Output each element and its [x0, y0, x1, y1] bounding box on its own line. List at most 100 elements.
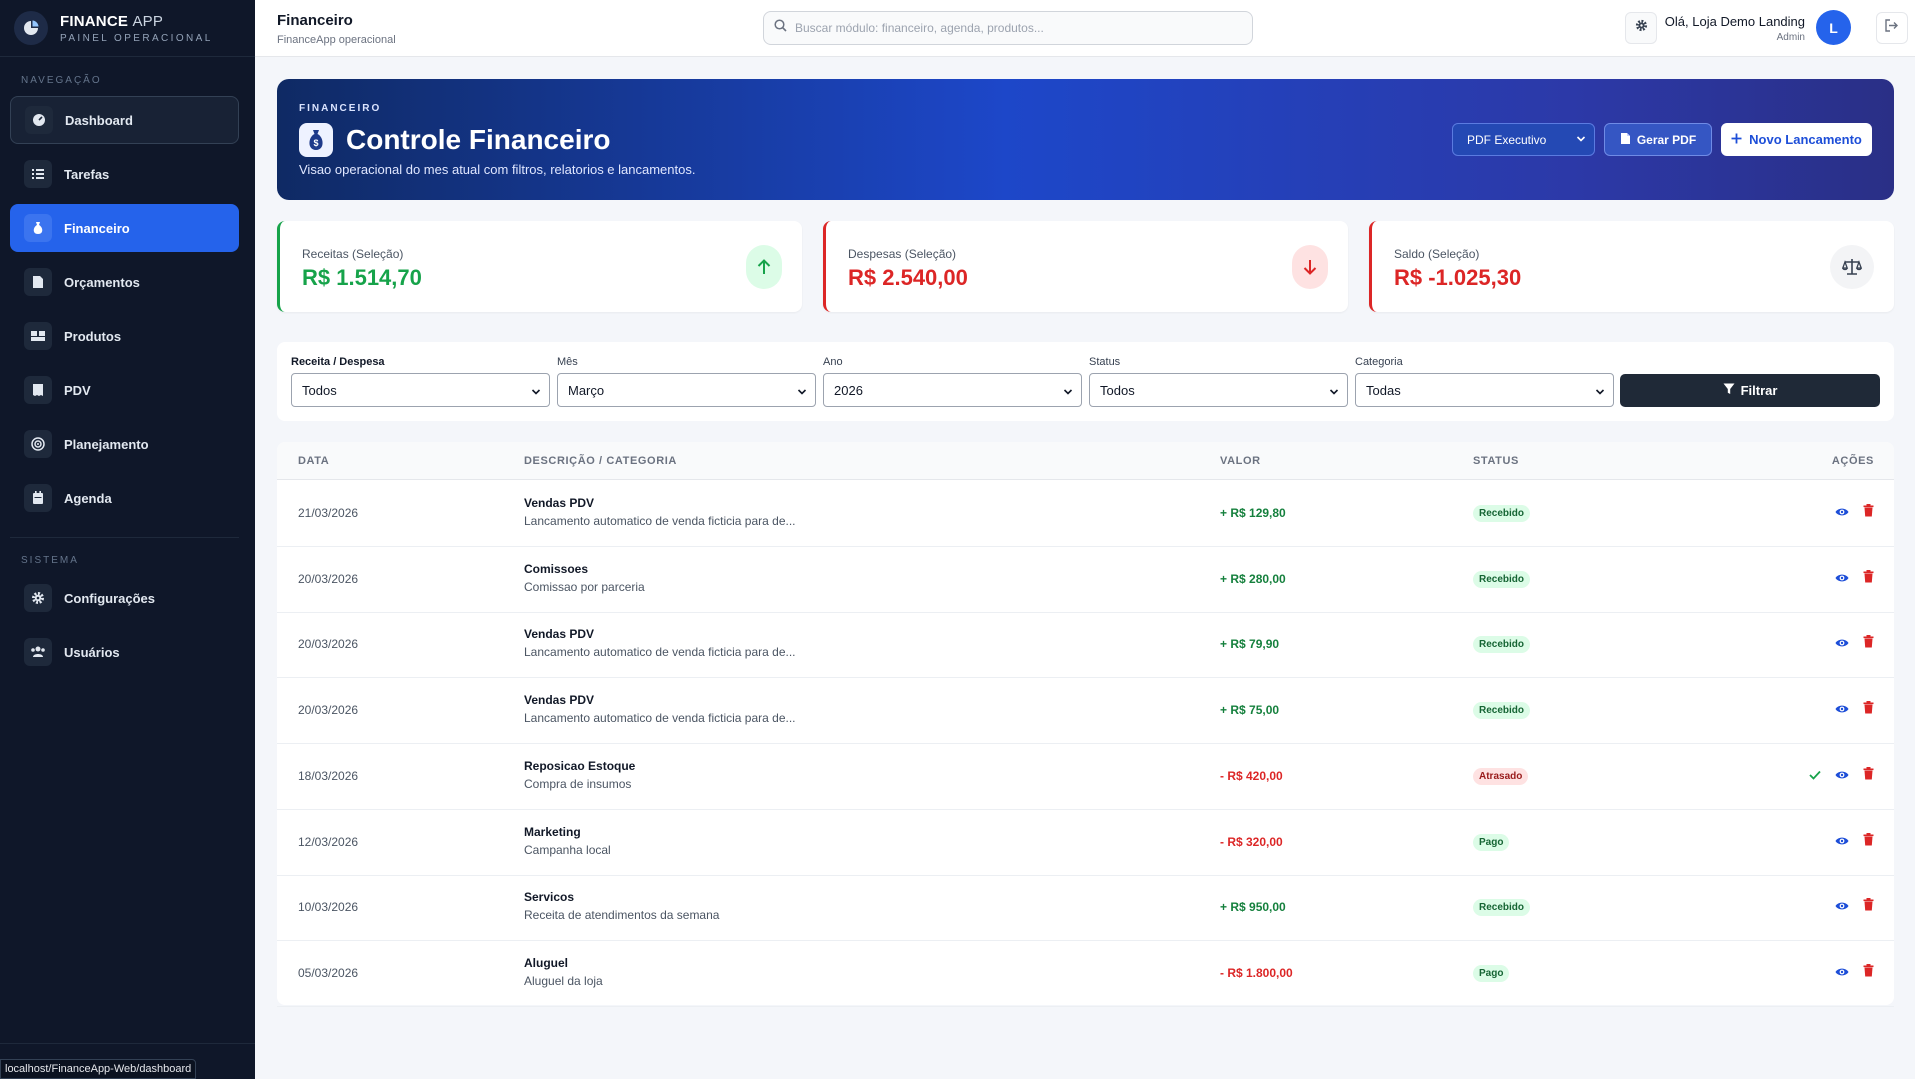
- delete-button[interactable]: [1860, 832, 1876, 851]
- table-row[interactable]: 21/03/2026 Vendas PDV Lancamento automatic…: [277, 481, 1894, 547]
- arrow-down-icon: [1292, 245, 1328, 289]
- trash-icon: [1863, 898, 1874, 916]
- delete-button[interactable]: [1860, 701, 1876, 718]
- row-value: + R$ 75,00: [1220, 703, 1280, 718]
- transactions-table: DATA DESCRIÇÃO / CATEGORIA VALOR STATUS …: [277, 442, 1894, 1007]
- view-button[interactable]: [1834, 636, 1850, 652]
- confirm-payment-button[interactable]: [1807, 768, 1823, 784]
- view-button[interactable]: [1834, 702, 1850, 718]
- sidebar-item-label: PDV: [64, 382, 91, 398]
- sidebar-item-produtos[interactable]: Produtos: [10, 312, 239, 360]
- pie-chart-icon: [14, 11, 48, 45]
- sidebar-item-planejamento[interactable]: Planejamento: [10, 420, 239, 468]
- generate-pdf-button[interactable]: Gerar PDF: [1604, 123, 1712, 156]
- sidebar-item-dashboard[interactable]: Dashboard: [10, 96, 239, 144]
- view-button[interactable]: [1834, 571, 1850, 587]
- sidebar-item-usuarios[interactable]: Usuários: [10, 628, 239, 676]
- status-url: localhost/FinanceApp-Web/dashboard: [0, 1059, 197, 1079]
- table-row[interactable]: 12/03/2026 Marketing Campanha local - R$ 32…: [277, 810, 1894, 876]
- trash-icon: [1863, 504, 1874, 522]
- sidebar-item-agenda[interactable]: Agenda: [10, 474, 239, 522]
- column-header-data: DATA: [298, 455, 330, 467]
- hero-description: Visao operacional do mes atual com filtr…: [299, 162, 696, 177]
- settings-button[interactable]: [1625, 12, 1657, 44]
- view-button[interactable]: [1834, 965, 1850, 981]
- filter-value: Todos: [302, 382, 337, 398]
- logout-button[interactable]: [1876, 12, 1908, 44]
- table-header: DATA DESCRIÇÃO / CATEGORIA VALOR STATUS …: [277, 442, 1894, 480]
- filter-label-tipo: Receita / Despesa: [291, 356, 385, 368]
- filters-panel: Receita / Despesa Todos Mês Março Ano 20…: [277, 342, 1894, 421]
- search-input[interactable]: [795, 21, 1215, 35]
- avatar[interactable]: L: [1816, 10, 1851, 45]
- receipt-icon: [24, 376, 52, 404]
- table-row[interactable]: 10/03/2026 Servicos Receita de atendimento…: [277, 875, 1894, 942]
- user-greeting: Olá, Loja Demo Landing: [1664, 14, 1805, 29]
- chevron-down-icon: [1329, 385, 1339, 400]
- row-category: Lancamento automatico de venda ficticia …: [524, 711, 796, 726]
- filter-select-tipo[interactable]: Todos: [291, 373, 550, 407]
- arrow-up-icon: [746, 245, 782, 289]
- view-button[interactable]: [1834, 899, 1850, 915]
- status-badge: Recebido: [1473, 505, 1531, 522]
- sidebar-item-tarefas[interactable]: Tarefas: [10, 150, 239, 198]
- table-row[interactable]: 05/03/2026 Aluguel Aluguel da loja - R$ 1.8…: [277, 941, 1894, 1007]
- file-pdf-icon: [1620, 132, 1631, 148]
- row-value: + R$ 950,00: [1220, 900, 1286, 915]
- row-date: 12/03/2026: [298, 834, 359, 849]
- filter-select-ano[interactable]: 2026: [823, 373, 1082, 407]
- delete-button[interactable]: [1860, 766, 1876, 785]
- table-row[interactable]: 20/03/2026 Vendas PDV Lancamento automatic…: [277, 678, 1894, 745]
- sidebar-item-label: Tarefas: [64, 166, 110, 182]
- view-button[interactable]: [1834, 834, 1850, 850]
- status-badge: Recebido: [1473, 570, 1531, 588]
- brand-subtitle: PAINEL OPERACIONAL: [60, 32, 213, 44]
- view-button[interactable]: [1834, 505, 1850, 521]
- chevron-down-icon: [1063, 385, 1073, 400]
- filter-select-mes[interactable]: Março: [557, 373, 816, 407]
- row-date: 10/03/2026: [298, 900, 359, 915]
- table-row[interactable]: 20/03/2026 Comissoes Comissao por parceria…: [277, 547, 1894, 613]
- filter-select-categoria[interactable]: Todas: [1355, 373, 1614, 407]
- delete-button[interactable]: [1860, 504, 1876, 522]
- delete-button[interactable]: [1860, 569, 1876, 587]
- status-badge: Atrasado: [1473, 767, 1529, 785]
- view-button[interactable]: [1834, 768, 1850, 784]
- delete-button[interactable]: [1860, 898, 1876, 916]
- row-category: Comissao por parceria: [524, 579, 645, 594]
- sidebar-item-label: Planejamento: [64, 436, 149, 452]
- trash-icon: [1863, 963, 1874, 982]
- sidebar-item-financeiro[interactable]: Financeiro: [10, 204, 239, 252]
- row-date: 05/03/2026: [298, 965, 359, 980]
- sidebar-item-configuracoes[interactable]: Configurações: [10, 574, 239, 622]
- row-value: + R$ 280,00: [1220, 571, 1286, 586]
- filter-label-status: Status: [1089, 356, 1121, 368]
- stat-value: R$ -1.025,30: [1394, 265, 1522, 290]
- delete-button[interactable]: [1860, 963, 1876, 982]
- filter-select-status[interactable]: Todos: [1089, 373, 1348, 407]
- sidebar-item-orcamentos[interactable]: Orçamentos: [10, 258, 239, 306]
- delete-button[interactable]: [1860, 635, 1876, 652]
- table-row[interactable]: 20/03/2026 Vendas PDV Lancamento automatic…: [277, 612, 1894, 679]
- chevron-down-icon: [797, 385, 807, 400]
- row-description: Servicos: [524, 890, 575, 905]
- boxes-icon: [24, 322, 52, 350]
- target-icon: [24, 430, 52, 458]
- table-row[interactable]: 18/03/2026 Reposicao Estoque Compra de ins…: [277, 744, 1894, 810]
- chevron-down-icon: [531, 385, 541, 400]
- pdf-type-value: PDF Executivo: [1467, 132, 1547, 147]
- filter-button[interactable]: Filtrar: [1620, 374, 1880, 407]
- sidebar: FINANCE APP PAINEL OPERACIONAL NAVEGAÇÃO…: [0, 0, 255, 1079]
- system-heading: SISTEMA: [21, 555, 79, 566]
- search-box[interactable]: [763, 11, 1253, 45]
- sidebar-item-label: Usuários: [64, 644, 120, 660]
- column-header-acoes: AÇÕES: [1831, 455, 1874, 467]
- trash-icon: [1863, 766, 1874, 785]
- new-entry-button[interactable]: Novo Lancamento: [1721, 123, 1872, 156]
- row-date: 20/03/2026: [298, 637, 359, 652]
- brand[interactable]: FINANCE APP PAINEL OPERACIONAL: [0, 0, 255, 57]
- pdf-type-select[interactable]: PDF Executivo: [1452, 123, 1595, 156]
- trash-icon: [1863, 832, 1874, 851]
- sidebar-item-pdv[interactable]: PDV: [10, 366, 239, 414]
- eye-icon: [1835, 504, 1849, 522]
